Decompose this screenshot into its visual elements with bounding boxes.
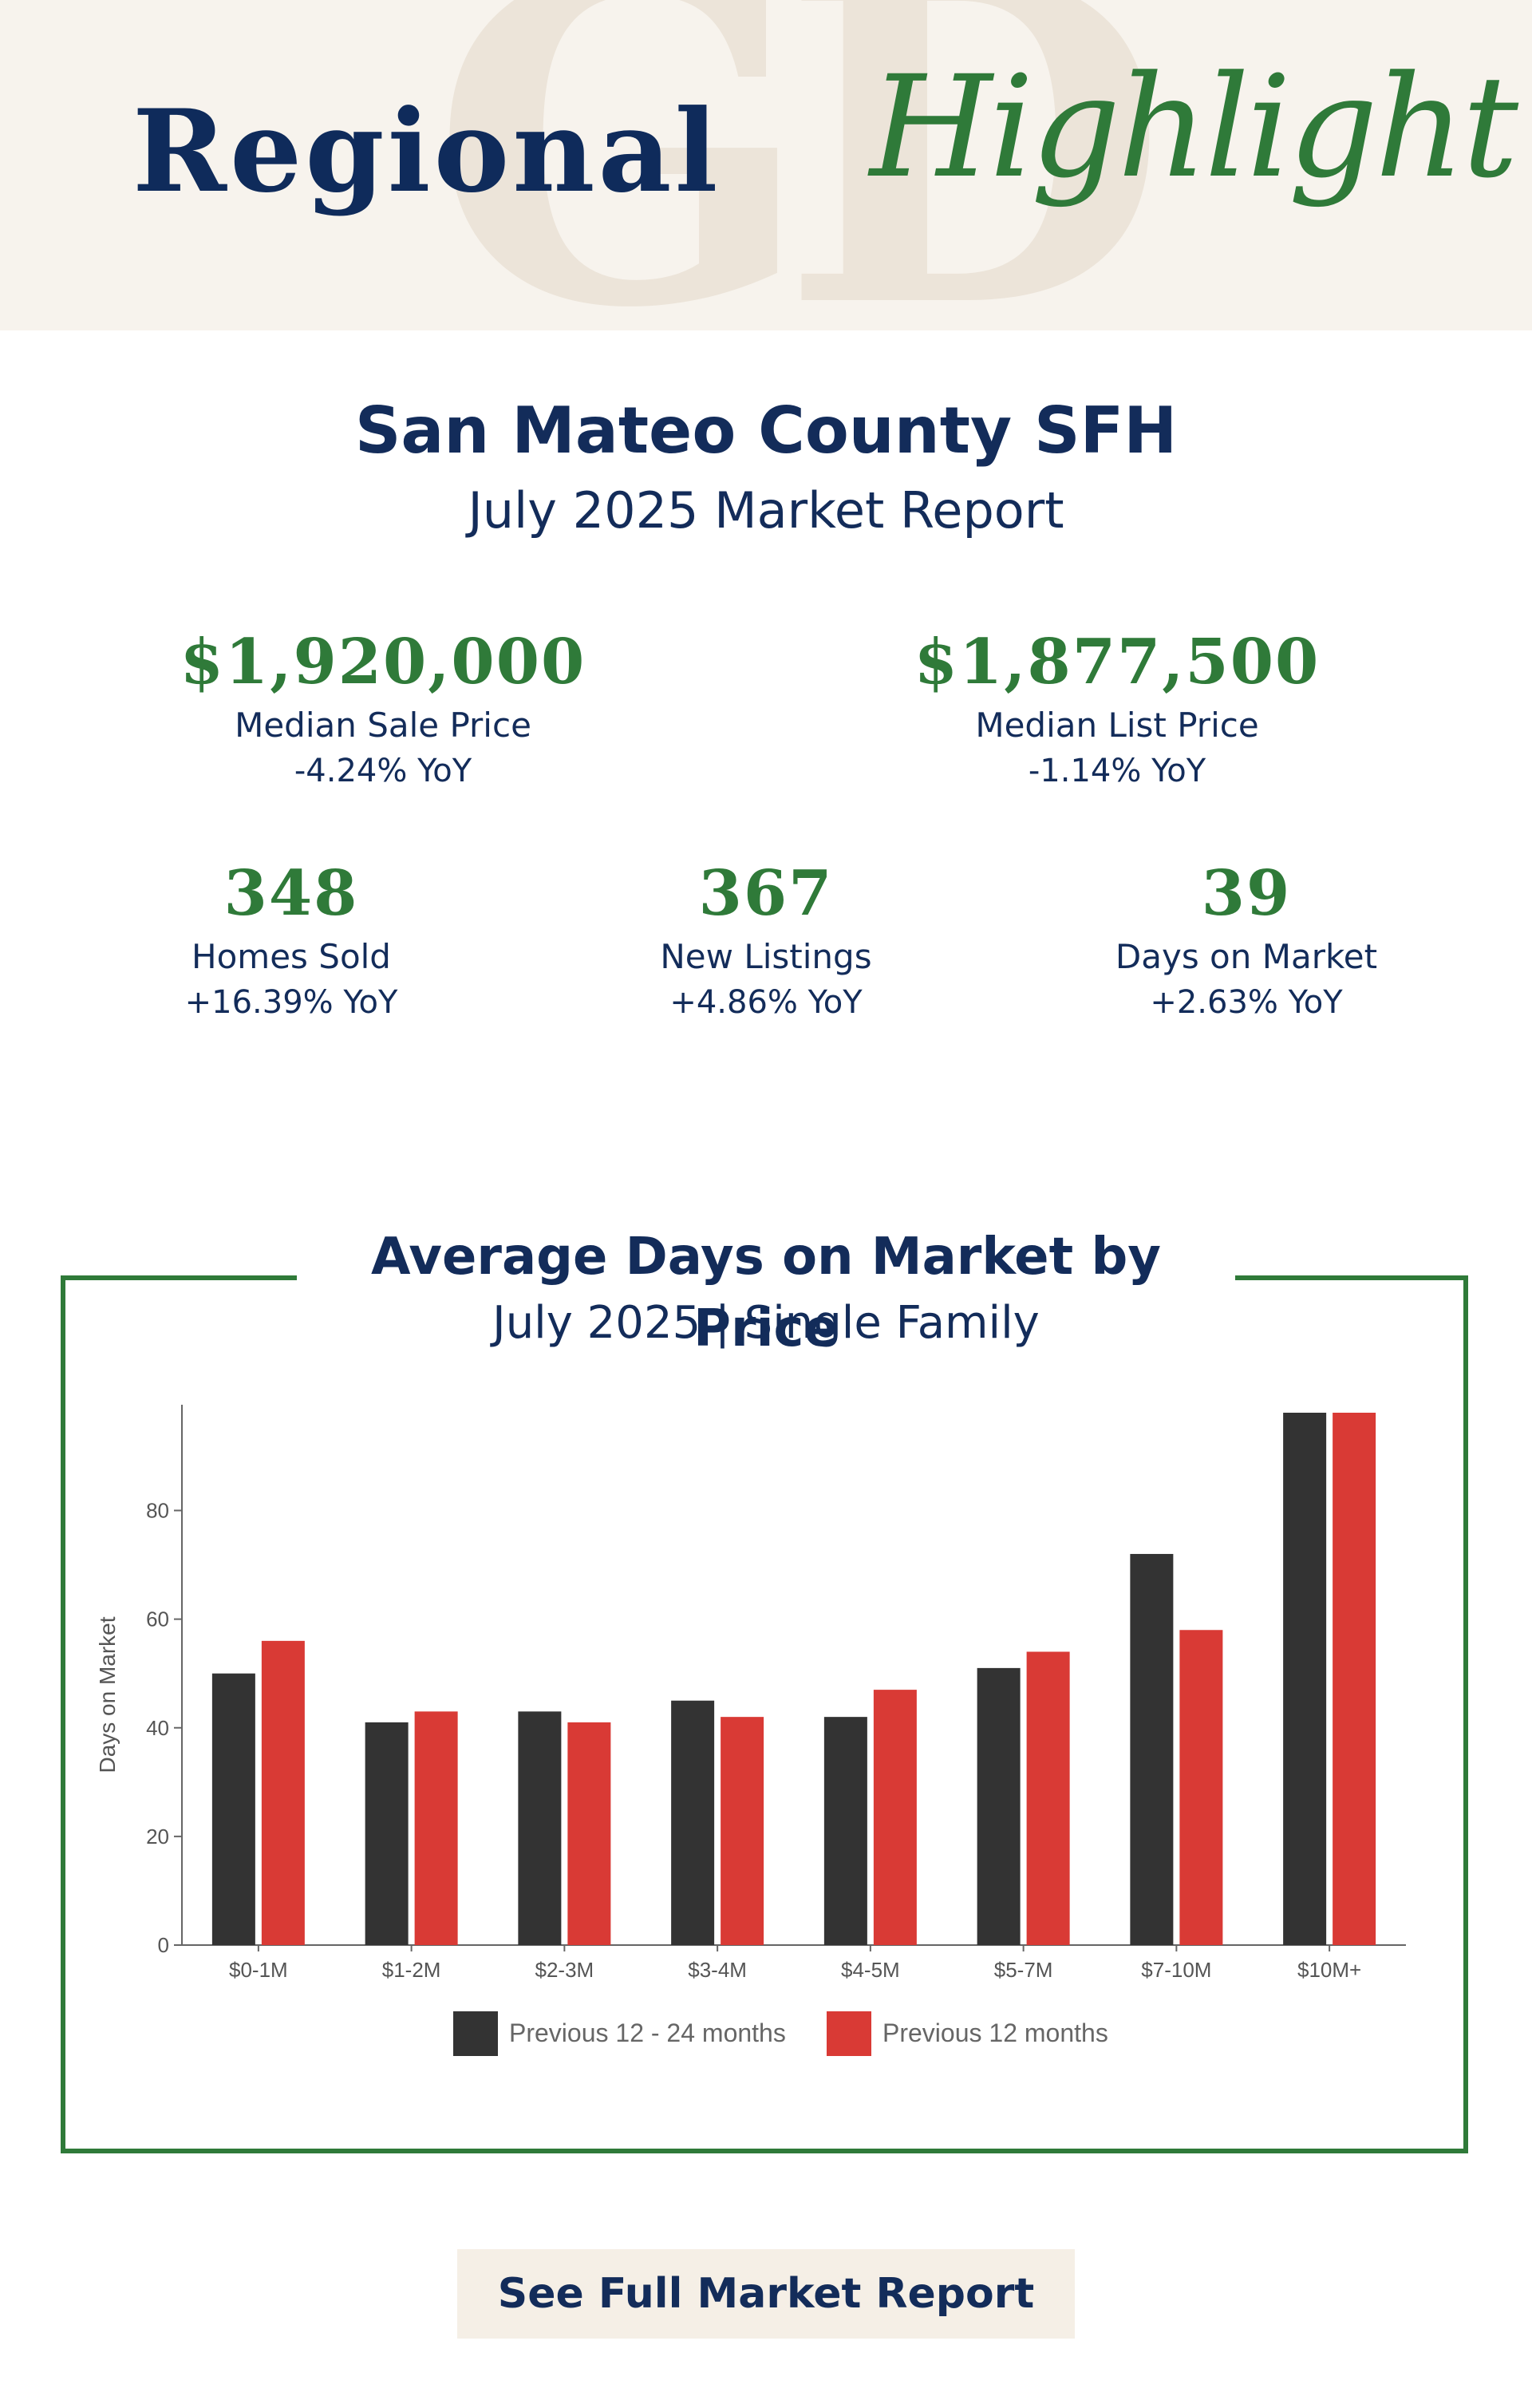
x-tick-label: $0-1M <box>229 1958 288 1982</box>
bar-prev-12-24-0 <box>211 1673 255 1945</box>
stat-label: Homes Sold <box>192 937 391 976</box>
bar-prev-12-0 <box>261 1640 305 1945</box>
bar-prev-12-24-5 <box>977 1667 1021 1945</box>
bar-prev-12-24-2 <box>518 1711 562 1945</box>
stat-new-listings: 367 New Listings +4.86% YoY <box>606 854 926 1025</box>
y-tick-label: 40 <box>146 1716 169 1740</box>
x-tick-label: $5-7M <box>994 1958 1053 1982</box>
chart-subtitle: July 2025 | Single Family <box>492 1297 1040 1349</box>
stat-value: 39 <box>1201 857 1292 930</box>
report-title: San Mateo County SFH <box>354 393 1178 468</box>
bar-prev-12-24-1 <box>365 1722 409 1945</box>
legend-label: Previous 12 months <box>882 2019 1108 2047</box>
y-tick-label: 20 <box>146 1825 169 1849</box>
stat-change: -1.14% YoY <box>1028 753 1206 789</box>
y-tick-label: 80 <box>146 1499 169 1523</box>
report-subtitle: July 2025 Market Report <box>468 481 1064 540</box>
chart-title: Average Days on Market by Price <box>371 1228 1161 1358</box>
x-tick-label: $1-2M <box>382 1958 441 1982</box>
bar-prev-12-4 <box>873 1690 917 1945</box>
stat-change: -4.24% YoY <box>294 753 472 789</box>
stat-label: Days on Market <box>1115 937 1378 976</box>
y-tick-label: 60 <box>146 1607 169 1631</box>
stat-label: New Listings <box>660 937 872 976</box>
brand-highlight: Highlight <box>870 45 1518 209</box>
stat-median-list: $1,877,500 Median List Price -1.14% YoY <box>798 623 1436 793</box>
stat-value: 348 <box>223 857 359 930</box>
stat-value: 367 <box>698 857 834 930</box>
stat-change: +16.39% YoY <box>184 984 398 1021</box>
bar-prev-12-24-3 <box>671 1700 715 1945</box>
stat-value: $1,877,500 <box>914 626 1321 698</box>
legend-swatch <box>453 2011 498 2056</box>
legend-label: Previous 12 - 24 months <box>509 2019 786 2047</box>
stat-days-on-market: 39 Days on Market +2.63% YoY <box>1087 854 1406 1025</box>
legend-swatch <box>827 2011 871 2056</box>
bar-prev-12-24-7 <box>1283 1413 1327 1945</box>
see-full-report-button[interactable]: See Full Market Report <box>457 2249 1075 2339</box>
stat-change: +2.63% YoY <box>1150 984 1343 1021</box>
bar-chart: 0 20 40 60 80 Days on Market $0-1M $1-2M $2-3M $3… <box>95 1405 1406 2056</box>
stat-label: Median List Price <box>975 706 1259 745</box>
x-tick-label: $7-10M <box>1141 1958 1211 1982</box>
bar-prev-12-5 <box>1026 1651 1070 1945</box>
x-tick-label: $4-5M <box>841 1958 900 1982</box>
bar-prev-12-1 <box>414 1711 458 1945</box>
bar-prev-12-24-6 <box>1130 1553 1174 1945</box>
stat-homes-sold: 348 Homes Sold +16.39% YoY <box>132 854 451 1025</box>
y-axis-label: Days on Market <box>95 1616 120 1773</box>
stat-median-sale: $1,920,000 Median Sale Price -4.24% YoY <box>64 623 702 793</box>
y-tick-label: 0 <box>158 1933 169 1957</box>
header-banner: GD Regional Highlight <box>0 0 1532 330</box>
chart-title-wrap: Average Days on Market by Price <box>297 1221 1235 1365</box>
brand-regional: Regional <box>132 85 721 218</box>
stat-value: $1,920,000 <box>180 626 586 698</box>
x-tick-label: $3-4M <box>688 1958 747 1982</box>
bar-prev-12-6 <box>1179 1630 1223 1945</box>
bar-prev-12-7 <box>1333 1413 1376 1945</box>
stat-change: +4.86% YoY <box>669 984 863 1021</box>
x-tick-label: $2-3M <box>535 1958 594 1982</box>
bar-prev-12-2 <box>567 1722 611 1945</box>
stat-label: Median Sale Price <box>235 706 531 745</box>
bar-prev-12-3 <box>721 1717 764 1945</box>
x-tick-label: $10M+ <box>1297 1958 1361 1982</box>
bar-prev-12-24-4 <box>823 1717 867 1945</box>
